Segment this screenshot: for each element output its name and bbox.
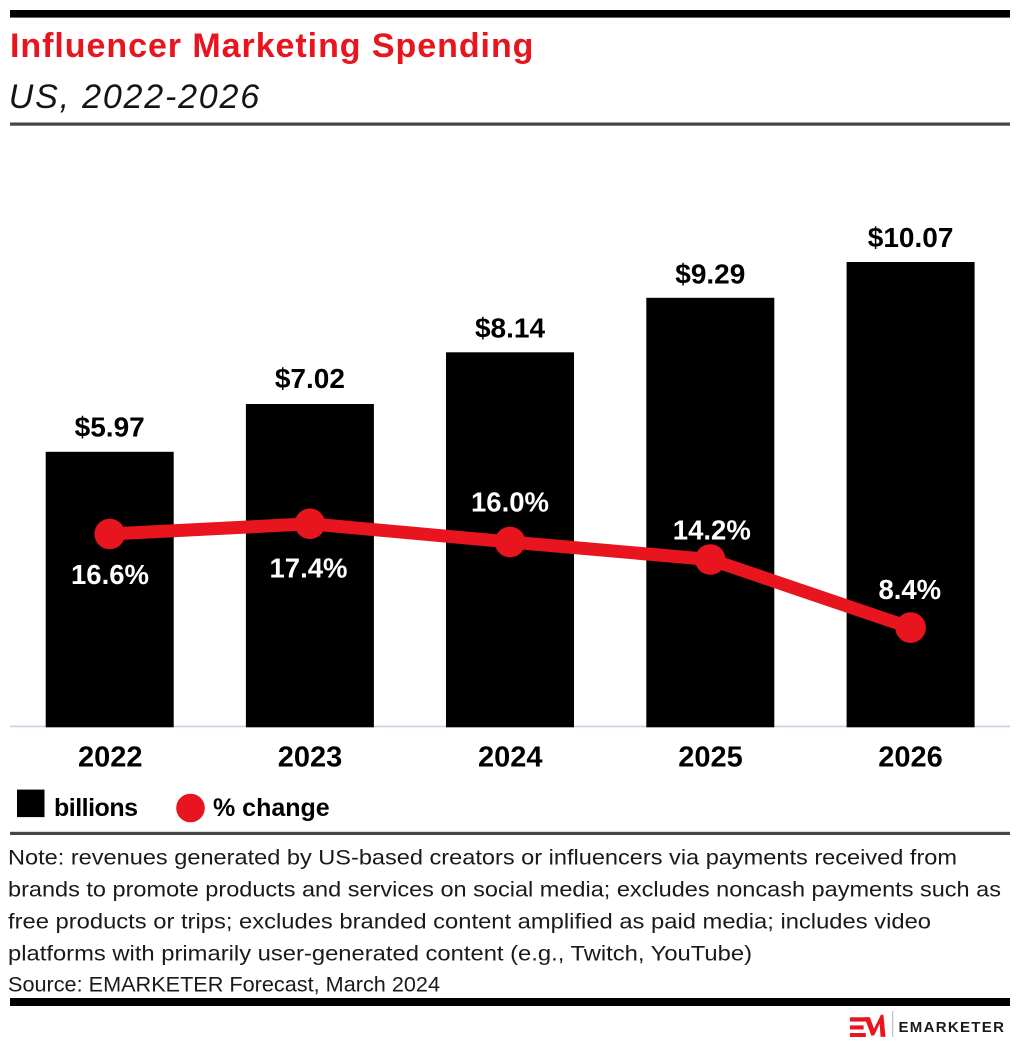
- svg-text:$7.02: $7.02: [275, 363, 345, 394]
- svg-text:% change: % change: [213, 794, 330, 822]
- svg-text:Influencer Marketing Spending: Influencer Marketing Spending: [10, 27, 534, 65]
- svg-text:17.4%: 17.4%: [270, 553, 348, 584]
- svg-text:16.0%: 16.0%: [471, 487, 549, 518]
- svg-text:Note: revenues generated by US: Note: revenues generated by US-based cre…: [8, 846, 957, 870]
- svg-text:8.4%: 8.4%: [878, 574, 941, 605]
- svg-text:Source: EMARKETER Forecast, Ma: Source: EMARKETER Forecast, March 2024: [8, 973, 440, 997]
- svg-text:2025: 2025: [678, 741, 743, 773]
- svg-text:free products or trips; exclud: free products or trips; excludes branded…: [8, 910, 931, 934]
- svg-text:14.2%: 14.2%: [673, 514, 751, 545]
- svg-text:2023: 2023: [278, 741, 343, 773]
- svg-text:EMARKETER: EMARKETER: [899, 1019, 1006, 1036]
- svg-text:$10.07: $10.07: [868, 222, 954, 253]
- svg-text:brands to promote products and: brands to promote products and services …: [8, 878, 1001, 902]
- svg-text:2022: 2022: [78, 741, 143, 773]
- svg-text:US, 2022-2026: US, 2022-2026: [9, 78, 261, 116]
- svg-text:16.6%: 16.6%: [71, 559, 149, 590]
- svg-text:$9.29: $9.29: [675, 258, 745, 289]
- svg-text:$5.97: $5.97: [75, 412, 145, 443]
- svg-text:platforms with primarily user-: platforms with primarily user-generated …: [8, 942, 752, 966]
- svg-text:2024: 2024: [478, 741, 543, 773]
- svg-text:$8.14: $8.14: [475, 312, 545, 343]
- svg-text:billions: billions: [54, 794, 138, 822]
- svg-text:2026: 2026: [878, 741, 943, 773]
